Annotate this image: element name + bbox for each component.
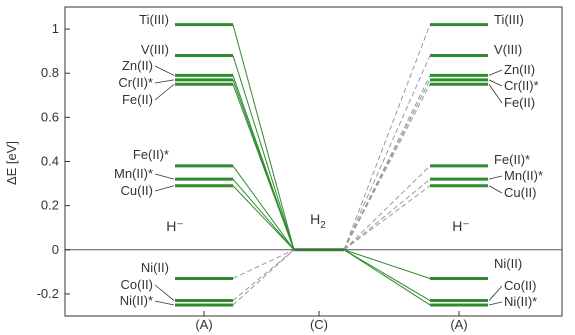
label-right-cu-ii: Cu(II) xyxy=(504,185,537,200)
connector-left-cu-ii xyxy=(232,185,295,251)
group-label-middle: H2 xyxy=(310,211,326,231)
leader-left-cu-ii xyxy=(154,185,175,192)
connector-left-co-ii xyxy=(232,249,295,301)
leader-left-ni-ii xyxy=(154,300,175,306)
connector-right-ti-iii xyxy=(343,24,431,250)
label-left-ni-ii: Ni(II)* xyxy=(120,293,153,308)
label-right-v-iii: V(III) xyxy=(494,42,522,57)
leader-right-cr-ii xyxy=(488,79,503,87)
x-tick-label: (A) xyxy=(195,317,212,332)
connector-right-co-ii xyxy=(343,249,431,301)
connector-right-v-iii xyxy=(343,55,431,250)
leader-right-zn-ii xyxy=(488,69,503,76)
leader-right-mn-ii xyxy=(488,175,503,180)
label-left-fe-ii: Fe(II)* xyxy=(133,147,169,162)
leader-right-fe-ii xyxy=(488,84,503,104)
label-right-cr-ii: Cr(II)* xyxy=(504,78,539,93)
label-left-co-ii: Co(II) xyxy=(121,277,154,292)
label-left-ti-iii: Ti(III) xyxy=(139,12,169,27)
label-left-v-iii: V(III) xyxy=(141,42,169,57)
connector-left-fe-ii xyxy=(232,84,295,250)
label-right-co-ii: Co(II) xyxy=(504,278,537,293)
connector-left-v-iii xyxy=(232,55,295,250)
y-tick-label: 0 xyxy=(52,242,59,257)
connector-lines xyxy=(232,24,431,306)
y-tick-label: -0.2 xyxy=(37,286,59,301)
label-left-mn-ii: Mn(II)* xyxy=(114,166,153,181)
y-tick-label: 0.8 xyxy=(41,65,59,80)
label-right-ti-iii: Ti(III) xyxy=(494,12,524,27)
label-left-fe-ii: Fe(II) xyxy=(122,92,153,107)
label-right-fe-ii: Fe(II) xyxy=(504,95,535,110)
label-left-cu-ii: Cu(II) xyxy=(121,183,154,198)
connector-left-mn-ii xyxy=(232,178,295,251)
x-tick-label: (C) xyxy=(310,317,328,332)
y-axis-label: ΔE [eV] xyxy=(4,141,19,185)
y-tick-label: 0.4 xyxy=(41,154,59,169)
x-tick-label: (A) xyxy=(450,317,467,332)
y-tick-label: 0.6 xyxy=(41,109,59,124)
label-left-cr-ii: Cr(II)* xyxy=(118,75,153,90)
y-axis: -0.2 0 0.2 0.4 0.6 0.8 1 (A) (C) (A) xyxy=(37,21,562,332)
leader-left-mn-ii xyxy=(154,173,175,180)
leader-right-co-ii xyxy=(488,285,503,301)
connector-right-mn-ii xyxy=(343,178,431,251)
connector-left-ni-ii xyxy=(232,249,295,279)
connector-right-ni-ii xyxy=(343,249,431,279)
connector-right-zn-ii xyxy=(343,75,431,251)
y-tick-label: 0.2 xyxy=(41,198,59,213)
level-labels: Ti(III) Ti(III)V(III) V(III)Zn(II) Zn(II)Cr… xyxy=(114,12,543,309)
label-right-mn-ii: Mn(II)* xyxy=(504,168,543,183)
label-left-ni-ii: Ni(II) xyxy=(141,260,169,275)
connector-left-ni-ii xyxy=(232,249,295,306)
label-right-ni-ii: Ni(II) xyxy=(494,256,522,271)
group-label-right: H⁻ xyxy=(452,218,470,234)
group-label-middle-base: H xyxy=(310,211,320,227)
connector-left-ti-iii xyxy=(232,24,295,250)
group-label-left: H⁻ xyxy=(166,218,184,234)
leader-left-zn-ii xyxy=(154,65,175,76)
group-label-middle-subscript: 2 xyxy=(320,220,326,231)
label-right-fe-ii: Fe(II)* xyxy=(494,152,530,167)
connector-left-fe-ii xyxy=(232,165,295,251)
connector-right-cu-ii xyxy=(343,185,431,251)
leader-left-fe-ii xyxy=(154,83,175,101)
connector-right-fe-ii xyxy=(343,84,431,251)
label-right-zn-ii: Zn(II) xyxy=(504,62,535,77)
y-tick-label: 1 xyxy=(52,21,59,36)
leader-right-ni-ii xyxy=(488,301,503,306)
connector-right-ni-ii xyxy=(343,249,431,306)
label-right-ni-ii: Ni(II)* xyxy=(504,294,537,309)
connector-right-fe-ii xyxy=(343,165,431,251)
leader-left-co-ii xyxy=(154,284,175,301)
label-left-zn-ii: Zn(II) xyxy=(122,58,153,73)
energy-levels xyxy=(175,23,488,307)
leader-right-cu-ii xyxy=(488,185,503,194)
leader-left-cr-ii xyxy=(154,79,175,84)
